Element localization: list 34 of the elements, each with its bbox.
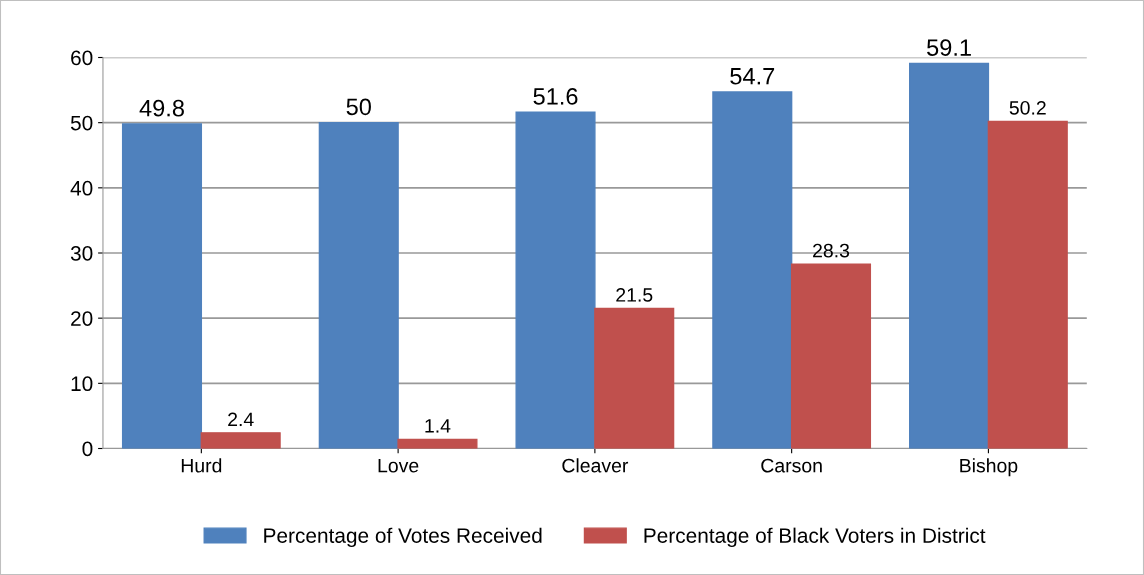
- data-label: 21.5: [616, 288, 653, 302]
- y-tick-label: 60: [71, 50, 93, 66]
- bar: [909, 62, 990, 449]
- bar: [121, 123, 203, 449]
- bar: [515, 111, 596, 449]
- y-tick-label: 0: [82, 441, 93, 457]
- y-tick-label: 10: [71, 376, 93, 392]
- data-label: 28.3: [813, 243, 850, 258]
- data-label: 49.8: [139, 99, 184, 117]
- legend-label: Percentage of Black Voters in District: [644, 527, 986, 548]
- bar: [790, 263, 872, 449]
- bar: [200, 432, 281, 449]
- bar: [712, 91, 793, 449]
- bar: [987, 120, 1068, 449]
- bar: [397, 438, 478, 449]
- legend-label: Percentage of Votes Received: [264, 527, 542, 548]
- data-label: 54.7: [730, 68, 775, 85]
- y-tick-label: 40: [70, 180, 93, 196]
- data-label: 59.1: [927, 39, 971, 56]
- y-tick-label: 30: [70, 246, 93, 261]
- y-tick-label: 50: [70, 115, 93, 131]
- x-tick-label: Carson: [761, 458, 822, 473]
- bar: [594, 307, 675, 449]
- data-label: 50: [346, 98, 371, 116]
- x-tick-label: Love: [378, 458, 419, 473]
- data-label: 2.4: [228, 412, 254, 427]
- x-tick-label: Hurd: [181, 458, 222, 473]
- x-tick-label: Bishop: [960, 458, 1018, 477]
- data-label: 50.2: [1009, 100, 1046, 115]
- data-label: 51.6: [533, 88, 578, 105]
- bar: [318, 121, 399, 449]
- data-label: 1.4: [425, 419, 451, 433]
- y-tick-label: 20: [71, 311, 93, 326]
- x-tick-label: Cleaver: [562, 458, 629, 473]
